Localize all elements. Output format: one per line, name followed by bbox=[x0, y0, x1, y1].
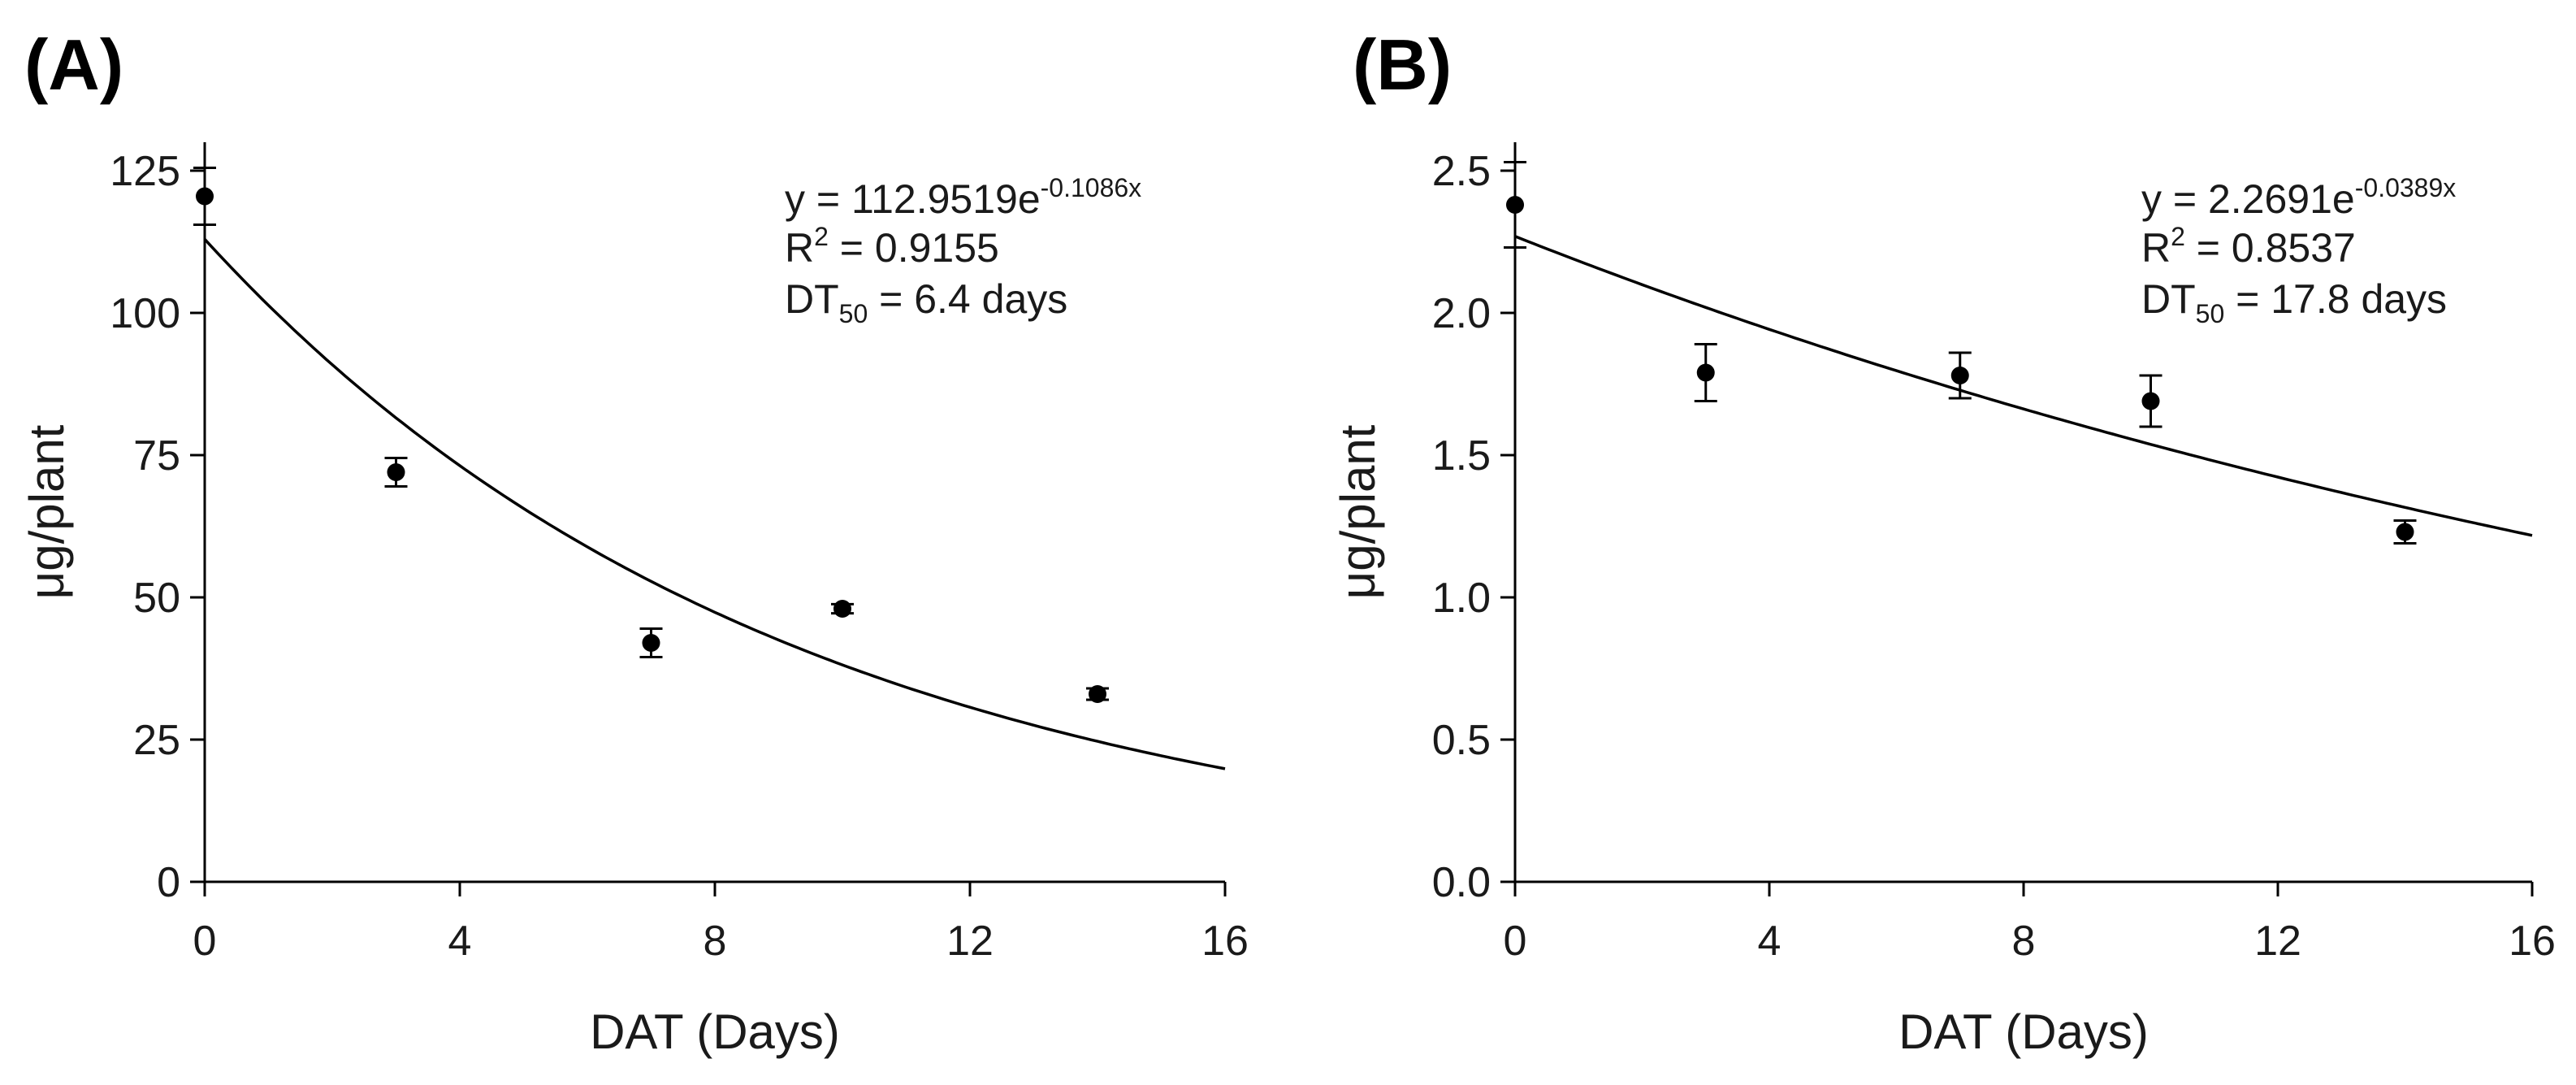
data-point bbox=[387, 463, 405, 481]
data-point bbox=[1506, 196, 1524, 214]
r-squared-prefix-a: R bbox=[785, 225, 814, 271]
x-axis-title-a: DAT (Days) bbox=[590, 1005, 840, 1059]
r-squared-value-b: = 0.8537 bbox=[2185, 225, 2356, 271]
panel-b: (B) 0.0 0.5 1.0 1.5 2.0 2.5 0 4 8 12 16 y = 2.269… bbox=[1331, 24, 2556, 1059]
x-tick-label: 4 bbox=[448, 918, 472, 965]
data-point bbox=[196, 187, 214, 206]
panel-label-a: (A) bbox=[24, 24, 123, 105]
y-tick-label: 2.5 bbox=[1432, 148, 1491, 195]
x-tick-label: 12 bbox=[946, 918, 994, 965]
r-squared-value-a: = 0.9155 bbox=[829, 225, 999, 271]
y-tick-label: 1.0 bbox=[1432, 575, 1491, 622]
r-squared-prefix-b: R bbox=[2141, 225, 2171, 271]
y-axis-title-b: μg/plant bbox=[1331, 424, 1385, 599]
x-tick-label: 16 bbox=[1201, 918, 1249, 965]
panel-label-b: (B) bbox=[1353, 24, 1452, 105]
y-tick-label: 0.5 bbox=[1432, 717, 1491, 764]
dt50-value-a: = 6.4 days bbox=[868, 276, 1067, 322]
equation-prefix-b: y = 2.2691e bbox=[2141, 176, 2355, 222]
equation-exponent-b: -0.0389x bbox=[2355, 173, 2457, 202]
dt50-value-b: = 17.8 days bbox=[2224, 276, 2447, 322]
x-tick-label: 0 bbox=[1504, 918, 1527, 965]
data-point bbox=[833, 600, 851, 618]
dt50-prefix-b: DT bbox=[2141, 276, 2196, 322]
data-point bbox=[1696, 363, 1715, 382]
equation-exponent-a: -0.1086x bbox=[1041, 173, 1142, 202]
data-point bbox=[2141, 392, 2160, 410]
x-tick-label: 0 bbox=[193, 918, 217, 965]
data-point bbox=[642, 634, 660, 652]
dt50-b: DT50 = 17.8 days bbox=[2141, 276, 2447, 328]
dt50-sub-b: 50 bbox=[2196, 299, 2225, 328]
dt50-prefix-a: DT bbox=[785, 276, 839, 322]
data-point bbox=[1089, 685, 1106, 703]
y-tick-label: 2.0 bbox=[1432, 290, 1491, 337]
panel-a: (A) 0 25 50 75 100 125 0 4 8 12 16 y = 112.9519e-… bbox=[19, 24, 1249, 1059]
equation-prefix-a: y = 112.9519e bbox=[785, 176, 1041, 222]
y-axis-title-a: μg/plant bbox=[19, 424, 74, 599]
equation-a: y = 112.9519e-0.1086x bbox=[785, 173, 1141, 222]
y-tick-label: 1.5 bbox=[1432, 432, 1491, 480]
x-ticks-a: 0 4 8 12 16 bbox=[193, 882, 1249, 965]
x-tick-label: 8 bbox=[2012, 918, 2036, 965]
data-points-b bbox=[1504, 161, 2417, 545]
r-squared-sup-a: 2 bbox=[814, 222, 829, 251]
y-tick-label: 75 bbox=[133, 432, 180, 480]
fit-curve-a bbox=[203, 238, 1226, 770]
y-tick-label: 0.0 bbox=[1432, 859, 1491, 906]
data-point bbox=[1950, 367, 1969, 384]
r-squared-b: R2 = 0.8537 bbox=[2141, 222, 2356, 271]
dt50-a: DT50 = 6.4 days bbox=[785, 276, 1067, 328]
r-squared-a: R2 = 0.9155 bbox=[785, 222, 999, 271]
y-tick-label: 50 bbox=[133, 575, 180, 622]
y-ticks-a: 0 25 50 75 100 125 bbox=[110, 148, 205, 906]
fit-curve-b bbox=[1514, 235, 2533, 537]
dt50-sub-a: 50 bbox=[839, 299, 868, 328]
x-axis-title-b: DAT (Days) bbox=[1898, 1005, 2149, 1059]
y-tick-label: 25 bbox=[133, 717, 180, 764]
x-ticks-b: 0 4 8 12 16 bbox=[1504, 882, 2556, 965]
y-tick-label: 0 bbox=[157, 859, 180, 906]
x-tick-label: 4 bbox=[1758, 918, 1782, 965]
data-point bbox=[2396, 523, 2414, 541]
data-points-a bbox=[193, 167, 1109, 703]
equation-b: y = 2.2691e-0.0389x bbox=[2141, 173, 2456, 222]
y-tick-label: 125 bbox=[110, 148, 180, 195]
x-tick-label: 8 bbox=[704, 918, 727, 965]
r-squared-sup-b: 2 bbox=[2171, 222, 2185, 251]
x-tick-label: 16 bbox=[2509, 918, 2556, 965]
x-tick-label: 12 bbox=[2254, 918, 2301, 965]
y-ticks-b: 0.0 0.5 1.0 1.5 2.0 2.5 bbox=[1432, 148, 1515, 906]
y-tick-label: 100 bbox=[110, 290, 180, 337]
